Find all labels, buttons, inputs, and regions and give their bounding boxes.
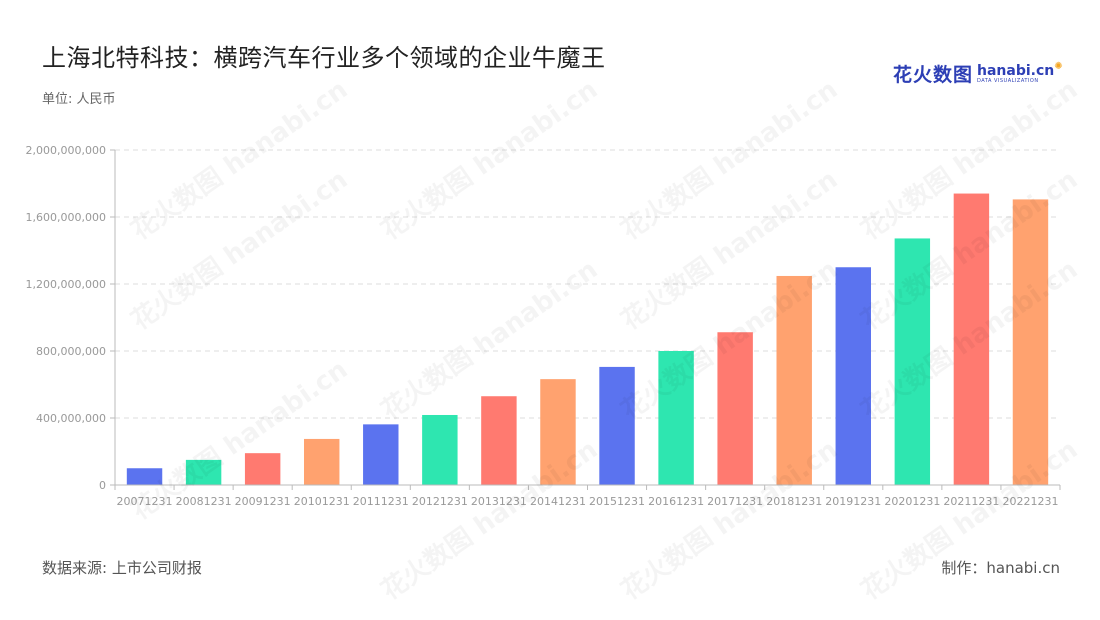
x-tick-label: 20171231 [707, 495, 763, 508]
bar-20091231 [244, 453, 281, 485]
bars [126, 193, 1049, 486]
x-tick-label: 20091231 [235, 495, 291, 508]
grid-lines [115, 149, 1060, 419]
bar-20221231 [1012, 199, 1049, 485]
spark-icon: ✺ [1054, 61, 1063, 72]
y-tick-label: 400,000,000 [36, 412, 106, 425]
x-tick-label: 20191231 [825, 495, 881, 508]
chart-title: 上海北特科技：横跨汽车行业多个领域的企业牛魔王 [42, 44, 606, 72]
data-source: 数据来源: 上市公司财报 [42, 559, 202, 577]
bar-20081231 [185, 459, 222, 485]
logo-english-row: hanabi.cn✺ [977, 61, 1063, 79]
logo-chinese-text: 花火数图 [893, 63, 974, 86]
logo-english-block: hanabi.cn✺ DATA VISUALIZATION [977, 62, 1063, 84]
bar-20131231 [481, 396, 517, 485]
y-tick-label: 0 [99, 479, 106, 492]
x-tick-label: 20161231 [648, 495, 704, 508]
bar-20181231 [776, 275, 812, 485]
bar-20211231 [953, 193, 990, 486]
x-tick-label: 20201231 [884, 495, 940, 508]
credit-text: 制作：hanabi.cn [941, 559, 1060, 577]
x-tick-label: 20131231 [471, 495, 527, 508]
x-tick-label: 20211231 [943, 495, 999, 508]
x-tick-label: 20221231 [1002, 495, 1058, 508]
x-tick-label: 20081231 [176, 495, 232, 508]
bar-20141231 [540, 379, 576, 485]
x-tick-label: 20121231 [412, 495, 468, 508]
bar-20111231 [363, 424, 399, 485]
bar-20201231 [894, 238, 931, 485]
logo-english-text: hanabi.cn [977, 63, 1055, 79]
logo-subtitle: DATA VISUALIZATION [977, 78, 1039, 84]
y-tick-label: 800,000,000 [36, 345, 106, 358]
bar-20101231 [304, 438, 340, 485]
x-tick-label: 20111231 [353, 495, 409, 508]
bar-20171231 [717, 332, 753, 485]
x-tick-label: 20181231 [766, 495, 822, 508]
bar-20071231 [126, 468, 163, 485]
brand-logo: 花火数图 hanabi.cn✺ DATA VISUALIZATION [893, 58, 1063, 88]
x-tick-label: 20071231 [117, 495, 173, 508]
x-tick-label: 20141231 [530, 495, 586, 508]
x-tick-label: 20101231 [294, 495, 350, 508]
bar-20121231 [422, 414, 458, 485]
y-axis: 0 400,000,000 800,000,000 1,200,000,000 1,60… [26, 144, 116, 492]
y-tick-label: 2,000,000,000 [26, 144, 106, 157]
bar-20191231 [835, 267, 871, 485]
x-axis: 20071231 20081231 20091231 20101231 20111231… [114, 484, 1061, 508]
y-tick-label: 1,600,000,000 [26, 211, 106, 224]
y-tick-label: 1,200,000,000 [26, 278, 106, 291]
bar-20161231 [658, 351, 694, 485]
unit-label: 单位: 人民币 [42, 92, 116, 107]
x-tick-label: 20151231 [589, 495, 645, 508]
bar-20151231 [599, 366, 635, 485]
